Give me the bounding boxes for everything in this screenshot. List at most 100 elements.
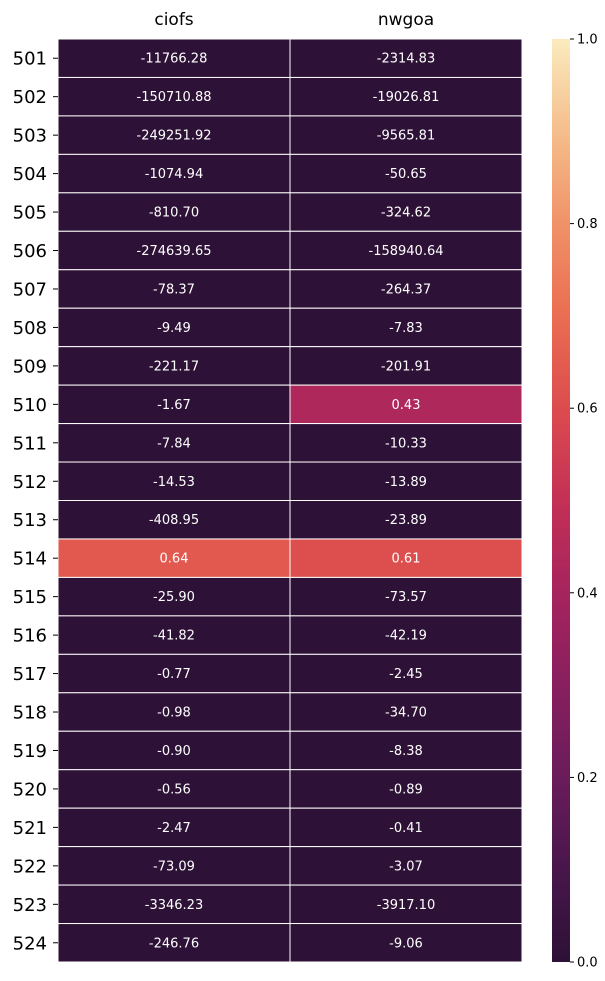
cell-value-label: -201.91 (381, 359, 431, 374)
cell-value-label: -78.37 (153, 282, 195, 297)
cell-value-label: -9.06 (389, 936, 423, 951)
row-label: 522 (13, 856, 47, 877)
heatmap-cell (289, 269, 523, 309)
heatmap-cell (289, 576, 523, 617)
colorbar (552, 39, 570, 962)
cell-value-label: -23.89 (385, 513, 427, 528)
column-label: ciofs (154, 10, 193, 30)
row-label: 508 (13, 318, 47, 339)
heatmap-cell (57, 461, 291, 501)
row-label: 521 (13, 818, 47, 839)
colorbar-tick-label: 0.4 (577, 586, 598, 601)
cell-value-label: -10.33 (385, 436, 427, 451)
cell-value-label: -274639.65 (137, 244, 212, 259)
cell-value-label: -0.89 (389, 782, 423, 797)
cell-value-label: -2.45 (389, 667, 423, 682)
colorbar-tick-label: 0.8 (577, 217, 598, 232)
cell-value-label: -158940.64 (369, 244, 444, 259)
row-label: 501 (13, 49, 47, 70)
cell-value-label: -1074.94 (145, 167, 203, 182)
cell-value-label: -11766.28 (141, 52, 208, 67)
heatmap-cell (289, 538, 523, 578)
cell-value-label: -0.77 (157, 667, 191, 682)
cell-value-label: -42.19 (385, 629, 427, 644)
row-label: 524 (13, 933, 47, 954)
cell-value-label: -0.90 (157, 744, 191, 759)
heatmap-cell (289, 730, 523, 771)
heatmap-cell (57, 576, 291, 617)
heatmap-cell (289, 423, 523, 463)
heatmap-cell (57, 500, 291, 540)
cell-value-label: -2.47 (157, 821, 191, 836)
cell-value-label: -0.56 (157, 782, 191, 797)
row-label: 519 (13, 741, 47, 762)
cell-value-label: -73.09 (153, 859, 195, 874)
cell-value-label: -25.90 (153, 590, 195, 605)
heatmap-cell (289, 692, 523, 732)
cell-value-label: -324.62 (381, 206, 431, 221)
row-label: 503 (13, 126, 47, 147)
heatmap-cell (289, 115, 523, 155)
cell-value-label: -1.67 (157, 398, 191, 413)
row-label: 517 (13, 664, 47, 685)
row-label: 514 (13, 549, 47, 570)
heatmap-cell (57, 38, 291, 78)
row-label: 511 (13, 433, 47, 454)
heatmap-cell (57, 884, 291, 925)
cell-value-label: -9.49 (157, 321, 191, 336)
heatmap-cell (289, 807, 523, 848)
row-label: 523 (13, 895, 47, 916)
cell-value-label: -9565.81 (377, 129, 435, 144)
cell-value-label: 0.64 (160, 552, 189, 567)
heatmap-cell (289, 500, 523, 540)
heatmap-cell (289, 346, 523, 386)
heatmap-cell (289, 76, 523, 117)
cell-value-label: -221.17 (149, 359, 199, 374)
cell-value-label: -2314.83 (377, 52, 435, 67)
cell-value-label: -3346.23 (145, 898, 203, 913)
cell-value-label: -408.95 (149, 513, 199, 528)
cell-value-label: -14.53 (153, 475, 195, 490)
cell-value-label: -264.37 (381, 282, 431, 297)
column-label: nwgoa (378, 10, 434, 30)
colorbar-tick-label: 1.0 (577, 33, 598, 48)
cell-value-label: -246.76 (149, 936, 199, 951)
heatmap-cell (289, 846, 523, 886)
colorbar-tick-label: 0.6 (577, 402, 598, 417)
heatmap-cell (57, 615, 291, 655)
heatmap-cell (289, 923, 523, 963)
cell-value-label: 0.43 (392, 398, 421, 413)
heatmap-cell (289, 307, 523, 348)
row-label: 509 (13, 356, 47, 377)
cell-value-label: -3917.10 (377, 898, 435, 913)
row-label: 520 (13, 779, 47, 800)
cell-value-label: -810.70 (149, 206, 199, 221)
row-label: 510 (13, 395, 47, 416)
cell-value-label: -73.57 (385, 590, 427, 605)
row-label: 506 (13, 241, 47, 262)
heatmap-cell (289, 192, 523, 232)
colorbar-tick-label: 0.0 (577, 956, 598, 971)
row-label: 505 (13, 203, 47, 224)
heatmap-cell (57, 730, 291, 771)
cell-value-label: -7.84 (157, 436, 191, 451)
cell-value-label: -0.41 (389, 821, 423, 836)
heatmap-cell (289, 769, 523, 809)
heatmap-cell (289, 384, 523, 425)
heatmap-cell (57, 538, 291, 578)
heatmap-cell (289, 884, 523, 925)
row-label: 512 (13, 472, 47, 493)
cell-value-label: -50.65 (385, 167, 427, 182)
heatmap-cell (289, 461, 523, 501)
row-label: 502 (13, 87, 47, 108)
row-label: 507 (13, 279, 47, 300)
cell-value-label: -150710.88 (137, 90, 212, 105)
cell-value-label: -8.38 (389, 744, 423, 759)
cell-value-label: -3.07 (389, 859, 423, 874)
heatmap-cell (57, 384, 291, 425)
row-label: 515 (13, 587, 47, 608)
heatmap-cell (289, 38, 523, 78)
cell-value-label: 0.61 (392, 552, 421, 567)
cell-value-label: -249251.92 (137, 129, 212, 144)
